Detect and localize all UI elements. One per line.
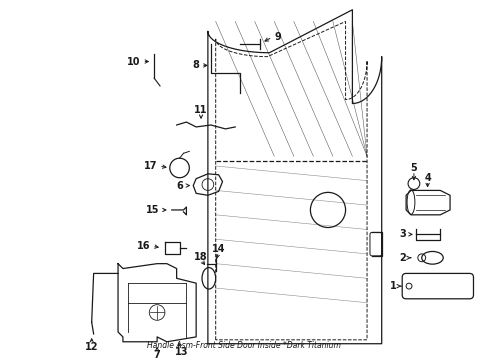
Text: 6: 6 bbox=[176, 180, 183, 190]
Text: Handle Asm-Front Side Door Inside *Dark Titanium: Handle Asm-Front Side Door Inside *Dark … bbox=[147, 341, 340, 350]
Text: 10: 10 bbox=[127, 57, 140, 67]
Text: 7: 7 bbox=[153, 350, 160, 360]
Text: 11: 11 bbox=[194, 105, 207, 115]
Text: 9: 9 bbox=[274, 32, 281, 42]
Text: 18: 18 bbox=[194, 252, 207, 262]
Text: 2: 2 bbox=[399, 253, 405, 263]
Text: 14: 14 bbox=[211, 244, 225, 254]
Text: 8: 8 bbox=[192, 60, 199, 71]
Text: 5: 5 bbox=[410, 163, 416, 173]
Text: 1: 1 bbox=[389, 281, 396, 291]
Text: 16: 16 bbox=[137, 241, 150, 251]
Text: 3: 3 bbox=[399, 229, 405, 239]
Text: 17: 17 bbox=[143, 161, 157, 171]
Text: 12: 12 bbox=[85, 342, 98, 352]
Text: 15: 15 bbox=[145, 205, 159, 215]
Text: 4: 4 bbox=[424, 172, 430, 183]
Text: 13: 13 bbox=[174, 347, 188, 357]
